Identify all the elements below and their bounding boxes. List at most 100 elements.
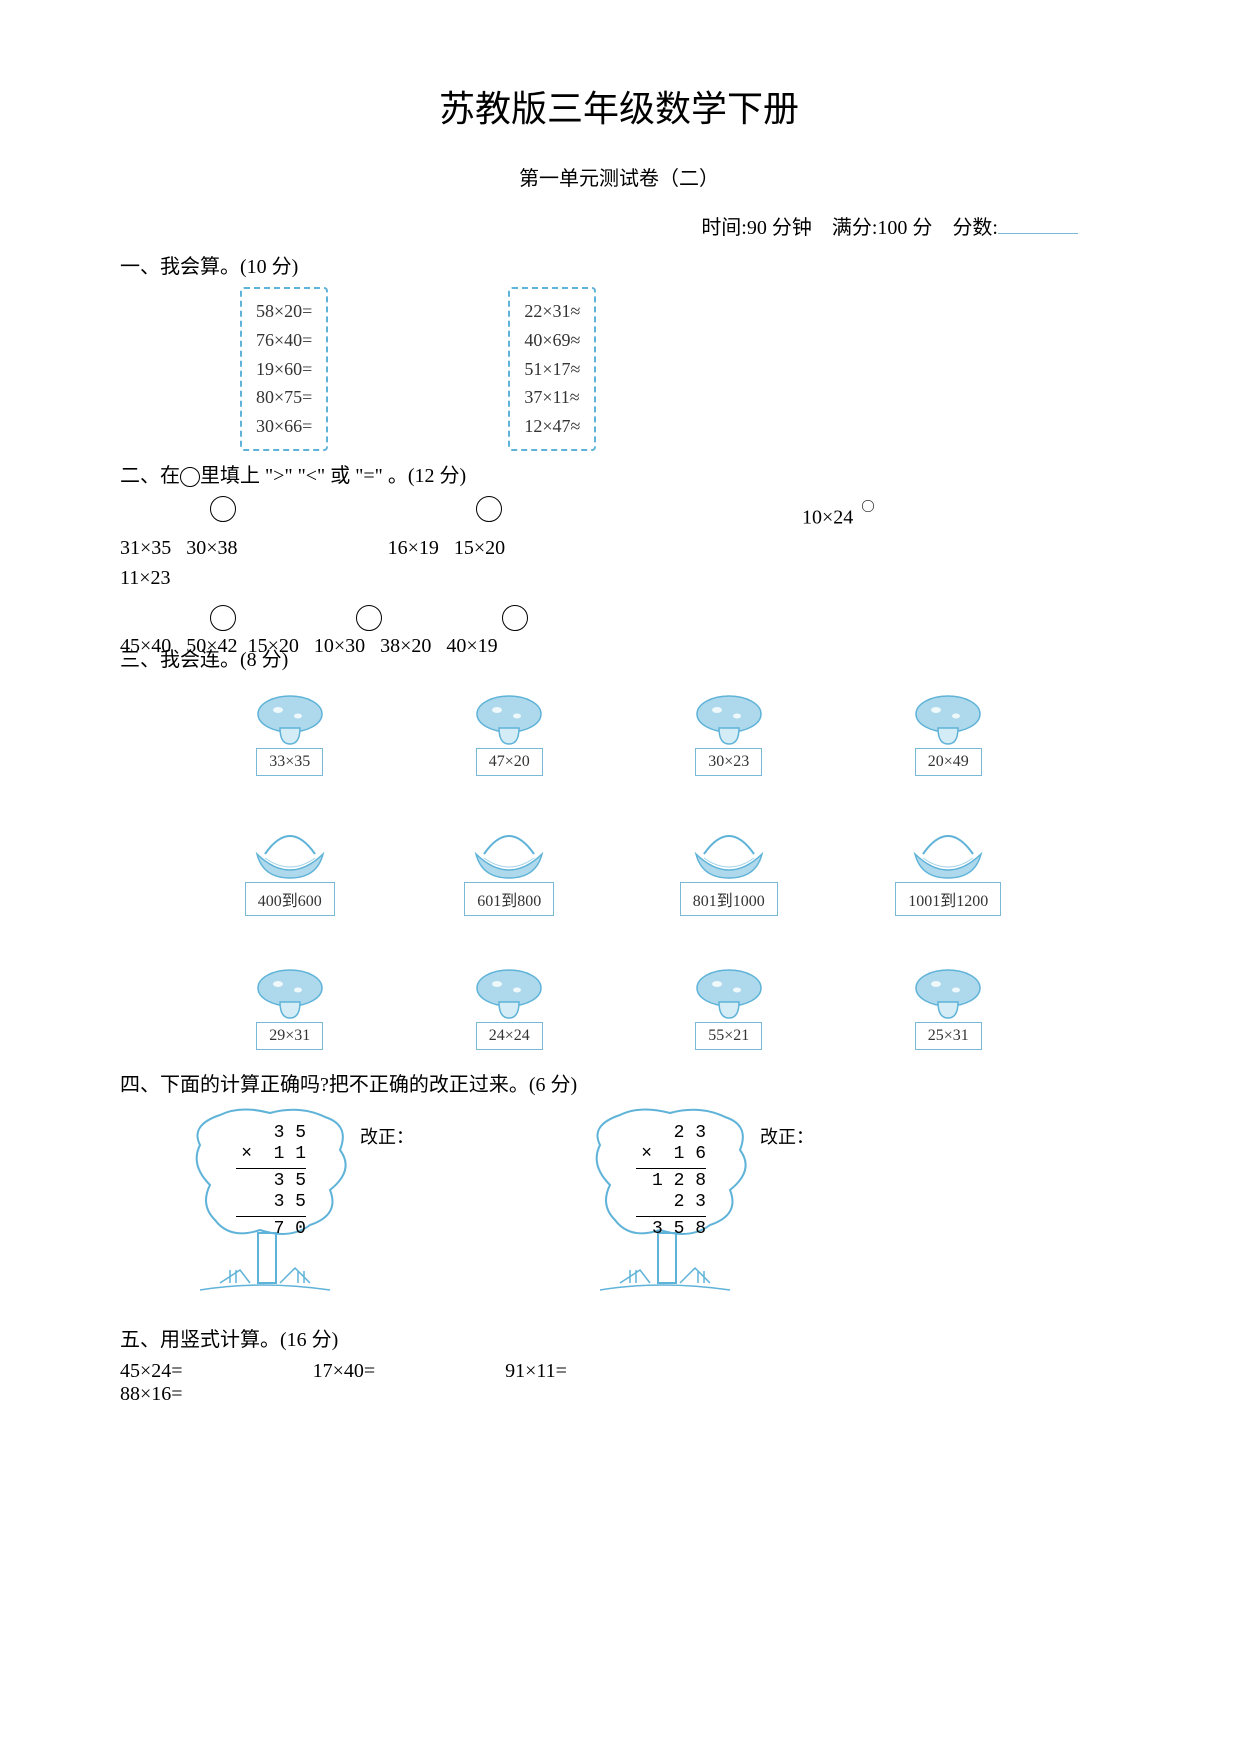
- correction-row: 3 5 × 1 1 3 5 3 5 7 0 改正： 2 3 × 1 6 1 2 …: [120, 1105, 1118, 1315]
- basket-icon: [903, 826, 993, 880]
- match-row-top: 33×35 47×20 30×23 20×49: [120, 682, 1118, 786]
- calc-block: 3 5 × 1 1 3 5 3 5 7 0: [236, 1123, 306, 1241]
- page-title: 苏教版三年级数学下册: [120, 80, 1118, 132]
- match-label: 801到1000: [680, 882, 778, 916]
- calc-line: 3 5: [236, 1123, 306, 1145]
- basket-icon: [684, 826, 774, 880]
- circle-blank[interactable]: [210, 605, 236, 631]
- mushroom-icon: [689, 966, 769, 1020]
- cmp-1e: 10×24: [802, 507, 853, 529]
- match-label: 24×24: [476, 1022, 543, 1050]
- eq-r-2: 51×17≈: [524, 355, 580, 384]
- eq-r-1: 40×69≈: [524, 326, 580, 355]
- tree-calc-1: 3 5 × 1 1 3 5 3 5 7 0 改正：: [180, 1105, 460, 1315]
- right-box: 22×31≈ 40×69≈ 51×17≈ 37×11≈ 12×47≈: [508, 287, 596, 451]
- vc-1: 17×40=: [313, 1360, 376, 1383]
- eq-r-4: 12×47≈: [524, 412, 580, 441]
- match-label: 1001到1200: [895, 882, 1001, 916]
- eq-l-4: 30×66=: [256, 412, 312, 441]
- eq-l-0: 58×20=: [256, 297, 312, 326]
- mushroom-icon: [250, 692, 330, 746]
- cmp-1d: 15×20: [454, 533, 505, 563]
- full-label: 满分:100 分: [832, 217, 933, 239]
- cmp-1a: 31×35: [120, 533, 171, 563]
- s2-title-b: 里填上 ">" "<" 或 "=" 。(12 分): [200, 465, 466, 487]
- circle-blank[interactable]: [862, 500, 874, 512]
- cmp-2f: 40×19: [446, 631, 497, 661]
- match-item: 601到800: [434, 826, 584, 916]
- mushroom-icon: [469, 692, 549, 746]
- calc-rule: [236, 1168, 306, 1169]
- match-row-mid: 400到600 601到800 801到1000 1001到1200: [120, 816, 1118, 926]
- vc-0: 45×24=: [120, 1360, 183, 1383]
- match-item: 24×24: [434, 966, 584, 1050]
- vc-2: 91×11=: [505, 1360, 567, 1383]
- calc-line: 3 5 8: [636, 1219, 706, 1241]
- match-row-bot: 29×31 24×24 55×21 25×31: [120, 956, 1118, 1060]
- cmp-2e: 38×20: [380, 631, 431, 661]
- calc-line: 7 0: [236, 1219, 306, 1241]
- score-blank[interactable]: [998, 233, 1078, 234]
- match-item: 29×31: [215, 966, 365, 1050]
- compare-block: 10×24 31×35 30×38 16×19 15×20 11×23 45×4…: [120, 496, 1118, 661]
- match-item: 801到1000: [654, 826, 804, 916]
- match-label: 33×35: [256, 748, 323, 776]
- eq-l-3: 80×75=: [256, 383, 312, 412]
- circle-icon: [180, 467, 200, 487]
- match-label: 20×49: [915, 748, 982, 776]
- tree-icon: [180, 1105, 460, 1315]
- basket-icon: [464, 826, 554, 880]
- tree-icon: [580, 1105, 860, 1315]
- calc-line: × 1 6: [636, 1144, 706, 1166]
- section-3-title: 三、我会连。(8 分): [120, 643, 1118, 672]
- circle-blank[interactable]: [476, 496, 502, 522]
- match-label: 25×31: [915, 1022, 982, 1050]
- fix-label: 改正：: [360, 1123, 414, 1149]
- calc-line: × 1 1: [236, 1144, 306, 1166]
- circle-blank[interactable]: [356, 605, 382, 631]
- match-label: 29×31: [256, 1022, 323, 1050]
- eq-r-3: 37×11≈: [524, 383, 580, 412]
- fix-label: 改正：: [760, 1123, 814, 1149]
- match-item: 30×23: [654, 692, 804, 776]
- match-label: 601到800: [464, 882, 554, 916]
- section-2-title: 二、在里填上 ">" "<" 或 "=" 。(12 分): [120, 459, 1118, 488]
- time-label: 时间:90 分钟: [701, 217, 812, 239]
- cmp-1f: 11×23: [120, 567, 171, 589]
- match-label: 30×23: [695, 748, 762, 776]
- tree-calc-2: 2 3 × 1 6 1 2 8 2 3 3 5 8 改正：: [580, 1105, 860, 1315]
- section-4-title: 四、下面的计算正确吗?把不正确的改正过来。(6 分): [120, 1068, 1118, 1097]
- calc-block: 2 3 × 1 6 1 2 8 2 3 3 5 8: [636, 1123, 706, 1241]
- calc-rule: [236, 1216, 306, 1217]
- mushroom-icon: [908, 966, 988, 1020]
- calc-line: 3 5: [236, 1171, 306, 1193]
- vc-3: 88×16=: [120, 1383, 183, 1406]
- match-item: 55×21: [654, 966, 804, 1050]
- calc-boxes: 58×20= 76×40= 19×60= 80×75= 30×66= 22×31…: [120, 287, 1118, 451]
- match-item: 20×49: [873, 692, 1023, 776]
- cmp-2d: 10×30: [314, 631, 365, 661]
- meta-row: 时间:90 分钟 满分:100 分 分数:: [120, 211, 1118, 240]
- circle-blank[interactable]: [210, 496, 236, 522]
- mushroom-icon: [250, 966, 330, 1020]
- calc-line: 2 3: [636, 1123, 706, 1145]
- section-1-title: 一、我会算。(10 分): [120, 250, 1118, 279]
- page-subtitle: 第一单元测试卷（二）: [120, 162, 1118, 191]
- eq-r-0: 22×31≈: [524, 297, 580, 326]
- match-item: 33×35: [215, 692, 365, 776]
- score-label: 分数:: [952, 217, 998, 239]
- cmp-1b: 30×38: [186, 533, 237, 563]
- vertical-calc-row: 45×24= 17×40= 91×11=: [120, 1360, 1118, 1383]
- s2-title-a: 二、在: [120, 465, 180, 487]
- calc-rule: [636, 1168, 706, 1169]
- match-item: 47×20: [434, 692, 584, 776]
- left-box: 58×20= 76×40= 19×60= 80×75= 30×66=: [240, 287, 328, 451]
- eq-l-1: 76×40=: [256, 326, 312, 355]
- circle-blank[interactable]: [502, 605, 528, 631]
- mushroom-icon: [908, 692, 988, 746]
- calc-line: 3 5: [236, 1192, 306, 1214]
- match-label: 55×21: [695, 1022, 762, 1050]
- basket-icon: [245, 826, 335, 880]
- section-5-title: 五、用竖式计算。(16 分): [120, 1323, 1118, 1352]
- calc-line: 1 2 8: [636, 1171, 706, 1193]
